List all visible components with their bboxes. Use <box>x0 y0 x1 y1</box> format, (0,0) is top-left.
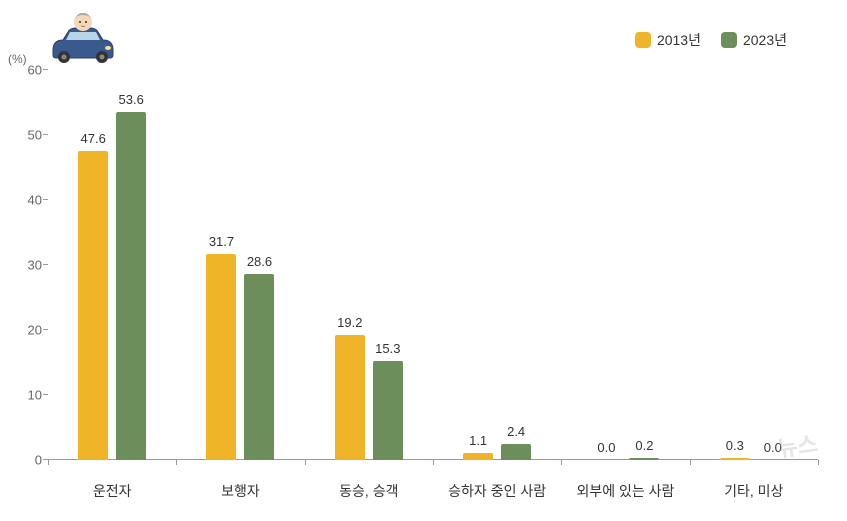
y-tick-label: 60 <box>28 63 42 78</box>
plot-area: 47.653.631.728.619.215.31.12.40.00.20.30… <box>48 70 818 460</box>
category-group: 47.6 53.6 <box>48 70 176 460</box>
bar: 1.1 <box>463 453 493 460</box>
y-tick-mark <box>43 329 48 330</box>
legend-label: 2013년 <box>657 30 701 50</box>
x-tick-mark <box>48 460 49 465</box>
x-axis-category-label: 외부에 있는 사람 <box>561 475 689 501</box>
legend-swatch-icon <box>721 32 737 48</box>
bars-region: 47.653.631.728.619.215.31.12.40.00.20.30… <box>48 70 818 460</box>
x-axis-labels: 운전자보행자동승, 승객승하자 중인 사람외부에 있는 사람기타, 미상 <box>48 475 818 501</box>
category-group: 19.2 15.3 <box>305 70 433 460</box>
legend-swatch-icon <box>635 32 651 48</box>
x-tick-mark <box>690 460 691 465</box>
category-group: 0.3 0.0 <box>690 70 818 460</box>
category-group: 0.0 0.2 <box>561 70 689 460</box>
x-axis-category-label: 승하자 중인 사람 <box>433 475 561 501</box>
legend-item: 2013년 <box>635 30 701 50</box>
bar-value-label: 28.6 <box>247 254 272 269</box>
y-tick-mark <box>43 134 48 135</box>
bar: 47.6 <box>78 151 108 460</box>
driver-car-icon <box>48 10 118 65</box>
y-axis-unit-label: (%) <box>8 52 27 66</box>
x-tick-mark <box>818 460 819 465</box>
bar-value-label: 0.2 <box>632 438 656 453</box>
y-tick-mark <box>43 199 48 200</box>
bar: 0.3 <box>720 458 750 460</box>
y-tick-label: 30 <box>28 258 42 273</box>
bar-value-label: 0.0 <box>761 440 785 455</box>
x-axis-category-label: 운전자 <box>48 475 176 501</box>
y-tick-mark <box>43 264 48 265</box>
bar-value-label: 0.0 <box>594 440 618 455</box>
x-axis-category-label: 기타, 미상 <box>690 475 818 501</box>
legend-item: 2023년 <box>721 30 787 50</box>
legend: 2013년 2023년 <box>635 30 787 50</box>
bar-value-label: 53.6 <box>119 92 144 107</box>
category-group: 31.7 28.6 <box>176 70 304 460</box>
bar-value-label: 19.2 <box>337 315 362 330</box>
y-tick-label: 50 <box>28 128 42 143</box>
bar-value-label: 2.4 <box>504 424 528 439</box>
x-tick-mark <box>561 460 562 465</box>
bar: 31.7 <box>206 254 236 460</box>
x-tick-mark <box>433 460 434 465</box>
bar-value-label: 47.6 <box>81 131 106 146</box>
x-tick-mark <box>176 460 177 465</box>
x-axis-category-label: 동승, 승객 <box>305 475 433 501</box>
y-tick-mark <box>43 69 48 70</box>
y-tick-mark <box>43 394 48 395</box>
bar: 19.2 <box>335 335 365 460</box>
bar: 0.2 <box>629 458 659 460</box>
bar-value-label: 1.1 <box>466 433 490 448</box>
bar: 2.4 <box>501 444 531 460</box>
chart-container: 2013년2023년 (%) 47.653.631.728.619.215.31… <box>0 0 847 521</box>
y-tick-label: 0 <box>35 453 42 468</box>
y-tick-label: 40 <box>28 193 42 208</box>
bar-value-label: 0.3 <box>723 438 747 453</box>
category-group: 1.1 2.4 <box>433 70 561 460</box>
bar: 15.3 <box>373 361 403 460</box>
y-tick-label: 20 <box>28 323 42 338</box>
bar-value-label: 15.3 <box>375 341 400 356</box>
x-tick-mark <box>305 460 306 465</box>
x-axis-category-label: 보행자 <box>176 475 304 501</box>
bar: 53.6 <box>116 112 146 460</box>
bar-value-label: 31.7 <box>209 234 234 249</box>
legend-label: 2023년 <box>743 30 787 50</box>
driver-illustration-icon <box>48 10 118 65</box>
y-tick-label: 10 <box>28 388 42 403</box>
bar: 28.6 <box>244 274 274 460</box>
